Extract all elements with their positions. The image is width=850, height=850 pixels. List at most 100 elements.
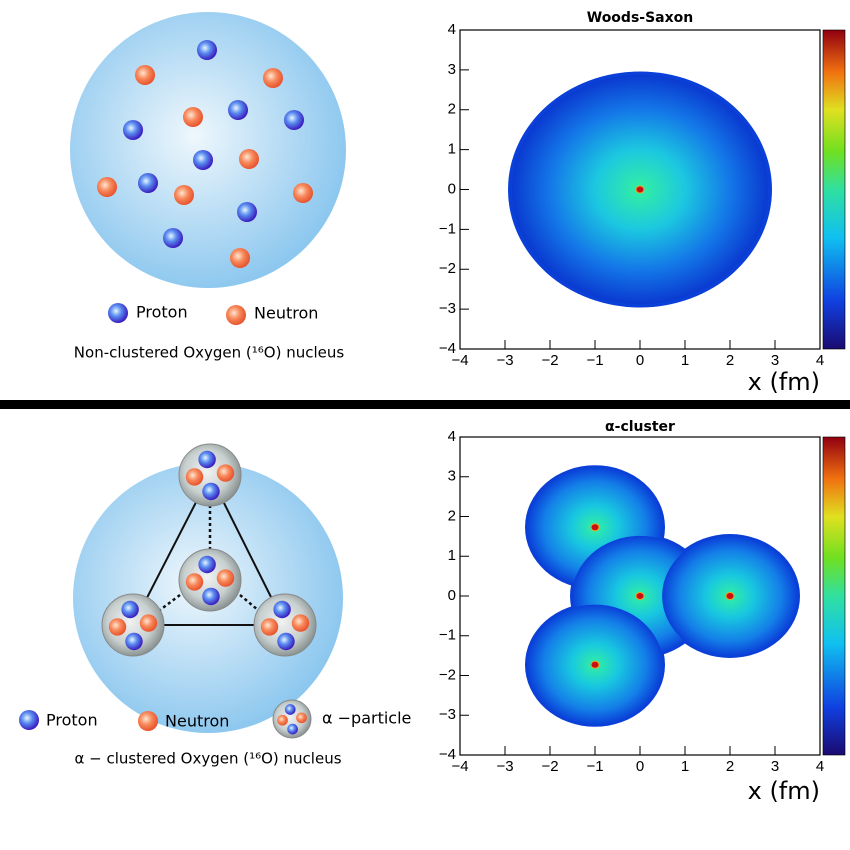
neutron	[216, 569, 235, 587]
y-tick-label: 2	[448, 507, 456, 524]
proton	[197, 40, 217, 60]
cluster-link	[131, 474, 287, 626]
x-tick-label: 0	[636, 352, 644, 369]
y-tick-label: −1	[439, 220, 456, 237]
cluster-link	[159, 505, 259, 611]
y-tick-label: 1	[448, 141, 456, 158]
separator	[0, 400, 850, 409]
neutron	[263, 68, 283, 88]
x-tick-label: 2	[726, 758, 734, 775]
y-tick-label: 3	[448, 61, 456, 78]
y-tick-label: −2	[439, 260, 456, 277]
proton	[123, 120, 143, 140]
x-tick-label: −3	[496, 352, 513, 369]
x-tick-label: 3	[771, 758, 779, 775]
x-tick-label: −3	[496, 758, 513, 775]
alpha-particle	[178, 443, 242, 507]
y-tick-label: −1	[439, 627, 456, 644]
proton	[284, 110, 304, 130]
colorbar	[822, 29, 846, 350]
x-tick-label: 1	[681, 758, 689, 775]
proton	[202, 482, 220, 501]
x-tick-label: 0	[636, 758, 644, 775]
x-axis-label: x (fm)	[748, 368, 820, 396]
neutron	[260, 618, 279, 636]
caption: α − clustered Oxygen (¹⁶O) nucleus	[74, 750, 341, 768]
caption: Non-clustered Oxygen (¹⁶O) nucleus	[74, 344, 345, 362]
alpha-particle	[101, 593, 165, 657]
legend-label: Proton	[46, 711, 98, 730]
y-tick-label: −4	[439, 746, 456, 763]
x-tick-label: −4	[451, 352, 468, 369]
nucleus-diagram	[70, 12, 346, 288]
alpha-particle	[272, 699, 312, 739]
proton	[108, 303, 128, 323]
proton	[202, 587, 220, 606]
neutron	[185, 573, 204, 591]
proton	[287, 723, 298, 735]
neutron	[174, 185, 194, 205]
y-tick-label: 1	[448, 547, 456, 564]
y-tick-label: 3	[448, 468, 456, 485]
y-tick-label: −3	[439, 300, 456, 317]
neutron	[230, 248, 250, 268]
legend-label: Proton	[136, 303, 188, 322]
legend-label: α −particle	[322, 709, 411, 728]
hotspot	[635, 185, 645, 194]
y-tick-label: −4	[439, 340, 456, 357]
alpha-particle	[253, 593, 317, 657]
neutron	[138, 711, 158, 731]
proton	[198, 555, 216, 574]
proton	[228, 100, 248, 120]
nucleus-diagram	[73, 443, 343, 733]
neutron	[239, 149, 259, 169]
neutron	[139, 614, 158, 632]
proton	[277, 632, 295, 651]
proton	[193, 150, 213, 170]
proton	[121, 600, 139, 619]
hotspot	[635, 592, 645, 600]
neutron	[296, 712, 307, 724]
neutron	[216, 464, 235, 482]
neutron	[185, 468, 204, 486]
proton	[284, 704, 296, 715]
proton	[198, 450, 216, 469]
x-axis-label: x (fm)	[748, 777, 820, 805]
proton	[138, 173, 158, 193]
x-tick-label: −1	[586, 758, 603, 775]
hotspot	[590, 660, 600, 669]
proton	[237, 202, 257, 222]
x-tick-label: −4	[451, 758, 468, 775]
y-tick-label: −2	[439, 666, 456, 683]
x-tick-label: 2	[726, 352, 734, 369]
x-tick-label: 3	[771, 352, 779, 369]
chart-title: α-cluster	[605, 419, 675, 435]
proton	[163, 228, 183, 248]
y-tick-label: 4	[448, 428, 456, 445]
x-tick-label: −2	[541, 758, 558, 775]
y-tick-label: 0	[448, 180, 456, 197]
x-tick-label: 1	[681, 352, 689, 369]
colorbar	[822, 436, 846, 756]
y-tick-label: 4	[448, 21, 456, 38]
proton	[125, 632, 143, 651]
neutron	[226, 305, 246, 325]
legend-label: Neutron	[254, 304, 318, 323]
neutron	[108, 618, 127, 636]
legend-label: Neutron	[165, 712, 229, 731]
x-tick-label: −2	[541, 352, 558, 369]
chart-title: Woods-Saxon	[587, 10, 694, 26]
proton	[19, 710, 39, 730]
x-tick-label: 4	[816, 758, 824, 775]
y-tick-label: 2	[448, 101, 456, 118]
neutron	[183, 107, 203, 127]
x-tick-label: 4	[816, 352, 824, 369]
y-tick-label: 0	[448, 587, 456, 604]
hotspot	[725, 592, 735, 600]
neutron	[277, 714, 288, 726]
neutron	[135, 65, 155, 85]
neutron	[97, 177, 117, 197]
x-tick-label: −1	[586, 352, 603, 369]
neutron	[291, 614, 310, 632]
